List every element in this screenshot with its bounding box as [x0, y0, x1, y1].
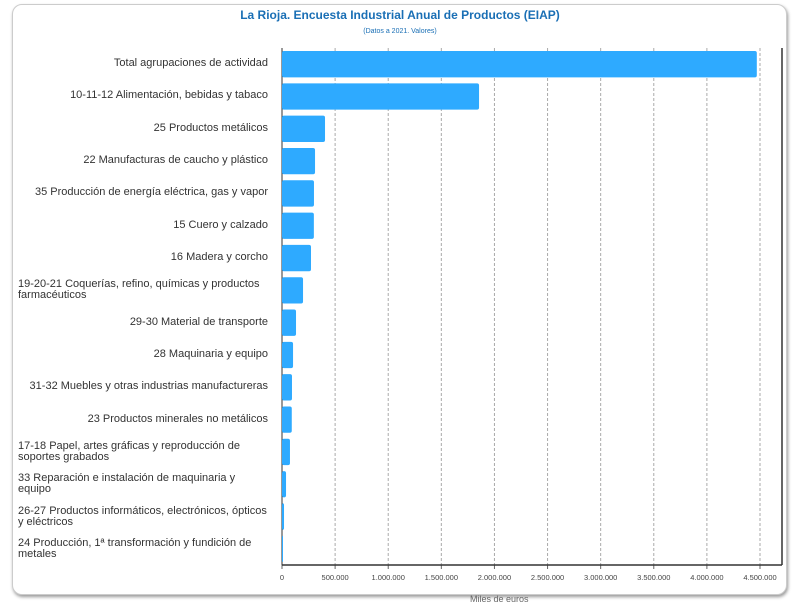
category-label: Total agrupaciones de actividad	[113, 57, 268, 70]
category-label: 16 Madera y corcho	[170, 251, 268, 264]
category-label: 28 Maquinaria y equipo	[153, 347, 268, 360]
x-tick-label: 3.500.000	[637, 573, 670, 582]
bar	[282, 309, 297, 336]
x-tick-label: 2.000.000	[478, 573, 511, 582]
bar	[282, 115, 326, 142]
category-label: 25 Productos metálicos	[153, 121, 268, 134]
plot-area	[282, 48, 782, 565]
category-label: 23 Productos minerales no metálicos	[87, 412, 268, 425]
x-tick-label: 4.500.000	[743, 573, 776, 582]
bar	[282, 406, 292, 433]
bar	[282, 535, 283, 562]
category-label: 26-27 Productos informáticos, electrónic…	[18, 504, 267, 528]
bar	[282, 147, 316, 175]
bar	[282, 180, 314, 207]
category-label: 15 Cuero y calzado	[173, 218, 268, 231]
x-tick-label: 4.000.000	[690, 573, 723, 582]
category-label: 22 Manufacturas de caucho y plástico	[83, 154, 268, 167]
x-tick-label: 500.000	[322, 573, 349, 582]
chart-subtitle: (Datos a 2021. Valores)	[363, 28, 437, 35]
bar	[282, 277, 304, 304]
bar	[282, 471, 287, 498]
category-label: 19-20-21 Coquerías, refino, químicas y p…	[18, 278, 260, 302]
category-label: 31-32 Muebles y otras industrias manufac…	[29, 380, 268, 393]
category-label: 24 Producción, 1ª transformación y fundi…	[18, 536, 252, 560]
x-tick-label: 3.000.000	[584, 573, 617, 582]
bar	[282, 438, 290, 466]
bar	[282, 341, 294, 369]
bar	[282, 244, 311, 272]
bar	[282, 374, 292, 401]
x-tick-label: 1.000.000	[372, 573, 405, 582]
x-tick-label: 1.500.000	[425, 573, 458, 582]
bar	[282, 212, 314, 239]
chart-title: La Rioja. Encuesta Industrial Anual de P…	[240, 8, 560, 22]
category-label: 10-11-12 Alimentación, bebidas y tabaco	[70, 89, 268, 102]
x-tick-label: 0	[280, 573, 284, 582]
bar	[282, 51, 757, 78]
category-label: 35 Producción de energía eléctrica, gas …	[35, 186, 268, 199]
category-label: 17-18 Papel, artes gráficas y reproducci…	[18, 439, 240, 463]
bar	[282, 83, 480, 110]
category-label: 33 Reparación e instalación de maquinari…	[18, 472, 236, 496]
bar	[282, 503, 285, 530]
x-tick-label: 2.500.000	[531, 573, 564, 582]
x-axis-label: Miles de euros	[470, 594, 529, 604]
category-label: 29-30 Material de transporte	[129, 315, 268, 328]
